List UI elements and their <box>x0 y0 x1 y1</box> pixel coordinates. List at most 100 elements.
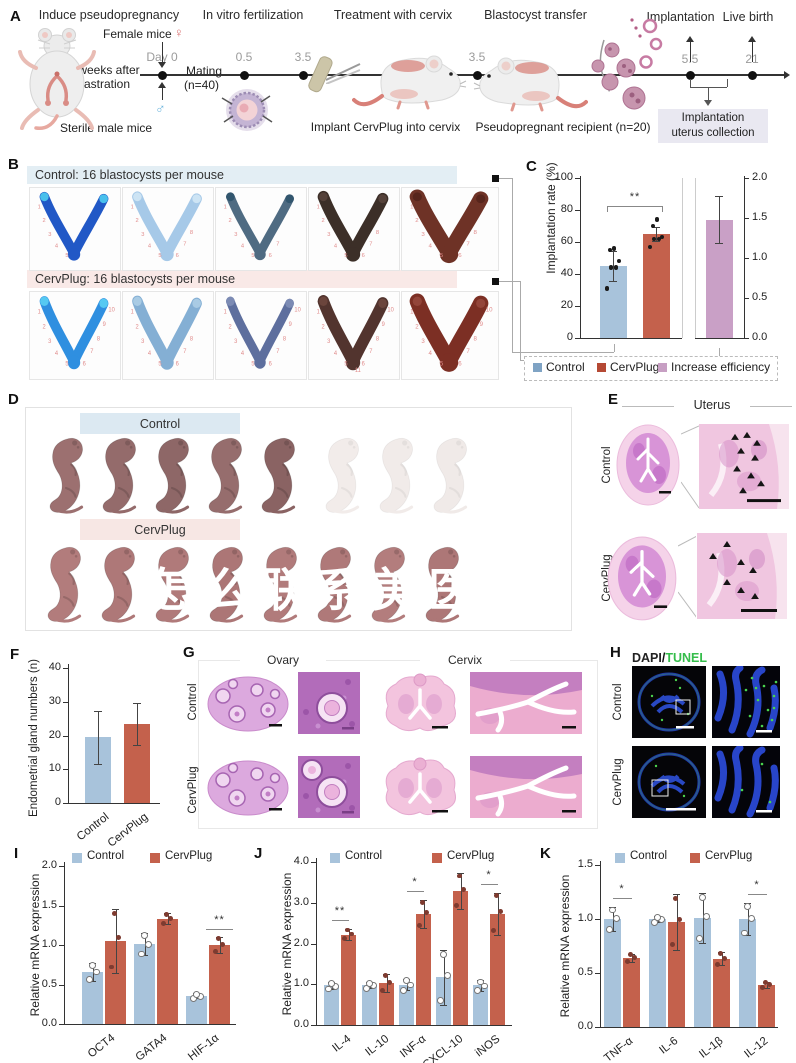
line <box>512 178 513 352</box>
line <box>662 206 663 212</box>
svg-text:1: 1 <box>131 310 135 316</box>
y-tick-label: 1.0 <box>41 938 57 950</box>
speculum-illustration <box>325 56 366 85</box>
y-tick-label: 0.0 <box>41 1017 57 1029</box>
data-point <box>744 902 751 910</box>
pup-photo <box>316 436 368 514</box>
legend-label: CervPlug <box>610 360 660 374</box>
svg-text:5: 5 <box>158 253 161 259</box>
line <box>580 176 582 338</box>
line <box>715 242 723 244</box>
line <box>133 744 141 746</box>
line <box>167 913 169 925</box>
bar-control <box>186 995 207 1024</box>
x-tick-label: GATA4 <box>133 1032 170 1063</box>
line <box>480 980 482 991</box>
cervplug-banner-text: CervPlug: 16 blastocysts per mouse <box>35 272 236 286</box>
tunel-label: TUNEL <box>665 651 708 665</box>
line <box>59 945 64 947</box>
data-point <box>403 977 410 985</box>
data-point <box>366 979 373 987</box>
svg-text:8: 8 <box>190 337 194 343</box>
line <box>631 953 633 963</box>
line <box>137 702 138 745</box>
line <box>164 924 171 926</box>
line <box>348 929 350 940</box>
line <box>512 352 614 353</box>
pup-photo <box>199 436 251 514</box>
svg-text:5: 5 <box>158 361 162 367</box>
legend-label: Control <box>87 850 125 862</box>
line <box>460 873 462 910</box>
data-point <box>328 980 335 988</box>
data-point <box>491 928 496 934</box>
svg-text:6: 6 <box>83 361 87 367</box>
uterus-section-cervplug <box>606 535 678 623</box>
line <box>652 241 660 243</box>
svg-text:4: 4 <box>55 351 59 357</box>
timeline-day0: Day 0 <box>146 50 178 64</box>
y-tick-label: 0 <box>54 796 61 808</box>
line <box>699 942 706 944</box>
data-point <box>89 962 96 969</box>
line <box>750 406 792 407</box>
data-point <box>606 926 613 933</box>
line <box>721 952 723 966</box>
link-square <box>492 278 499 285</box>
data-point <box>474 987 481 995</box>
svg-text:5: 5 <box>65 253 68 259</box>
legend-label: Increase efficiency <box>671 360 771 374</box>
x-tick-label: IL-4 <box>330 1033 354 1055</box>
line <box>499 178 512 179</box>
panel-f-label: F <box>10 646 20 663</box>
legend-label: Control <box>345 850 383 862</box>
svg-text:6: 6 <box>458 361 462 368</box>
y-tick-label: 100 <box>554 171 573 183</box>
svg-text:8: 8 <box>474 230 478 236</box>
panel-g-label: G <box>183 644 195 661</box>
line <box>311 984 316 986</box>
svg-text:4: 4 <box>148 351 152 357</box>
uterus-inset-control <box>699 424 789 509</box>
svg-text:8: 8 <box>376 230 379 236</box>
timeline-dot <box>472 70 482 80</box>
data-point <box>216 935 221 941</box>
y-tick-label: 1.5 <box>752 211 768 223</box>
panel-e-label: E <box>608 391 619 408</box>
line <box>744 176 746 338</box>
line <box>331 920 349 922</box>
y-tick-label: 3.0 <box>293 895 309 908</box>
bar-cervplug <box>642 234 670 338</box>
y-tick-label: 1.5 <box>41 898 57 911</box>
collection-box: Implantation uterus collection <box>658 109 768 143</box>
castration-label-2: castration <box>77 77 131 91</box>
legend-swatch <box>72 853 82 863</box>
data-point <box>748 914 755 922</box>
y-tick-label: 0 <box>566 331 573 343</box>
line <box>311 862 316 864</box>
cervplug-banner: CervPlug: 16 blastocysts per mouse <box>27 270 457 288</box>
line <box>575 306 580 308</box>
data-point <box>741 929 748 937</box>
svg-text:8: 8 <box>283 337 287 343</box>
timeline-tick-21: 21 <box>734 52 770 66</box>
data-point <box>607 247 613 253</box>
line <box>607 206 662 208</box>
data-point <box>141 932 148 940</box>
svg-text:8: 8 <box>474 336 478 343</box>
bar-control <box>134 944 155 1024</box>
timeline-tick-0-5: 0.5 <box>235 50 253 64</box>
legend-label: CervPlug <box>705 850 753 862</box>
svg-text:1: 1 <box>410 205 414 211</box>
y-tick-label: 0.0 <box>577 1020 593 1032</box>
line <box>311 902 316 904</box>
data-point <box>138 950 145 958</box>
step-title-ivf: In vitro fertilization <box>202 8 304 22</box>
dapi-tunel-control-photo <box>632 666 706 738</box>
legend-label: CervPlug <box>447 850 495 862</box>
bar-cervplug <box>105 941 126 1024</box>
cervix-overview-photo <box>380 754 460 820</box>
